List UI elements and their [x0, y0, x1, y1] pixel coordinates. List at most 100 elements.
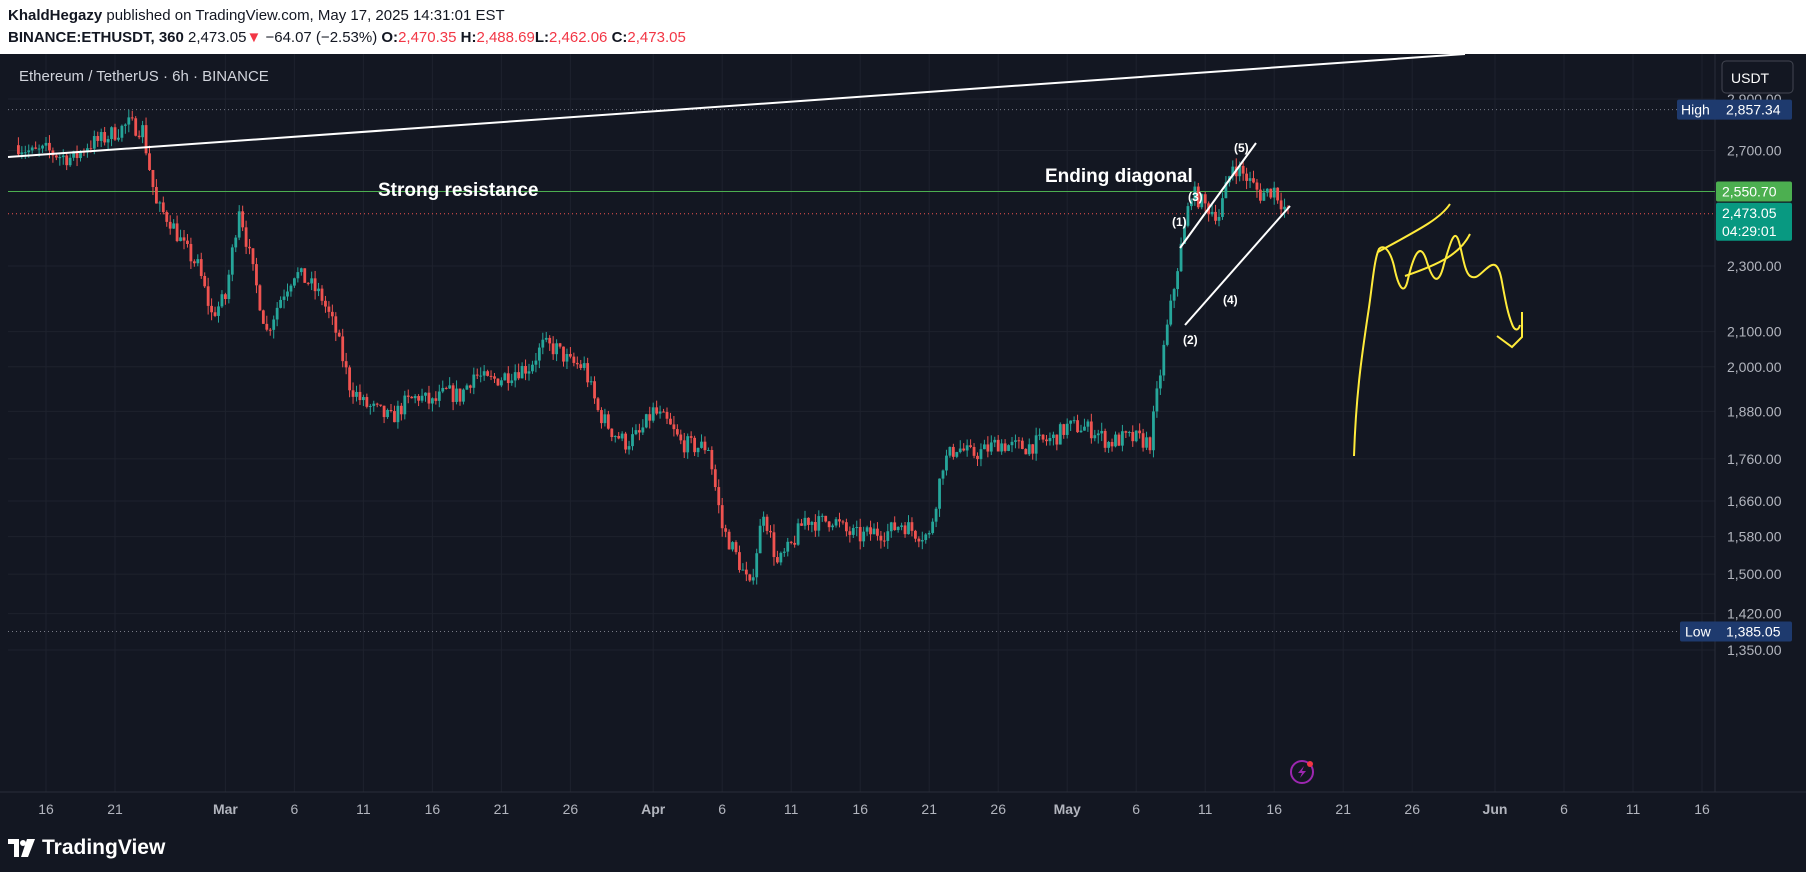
projection-drawing[interactable] — [1353, 234, 1521, 457]
long-trendline[interactable] — [7, 53, 1466, 158]
candle-body — [403, 395, 407, 415]
candle-body — [431, 398, 434, 404]
candle-body — [1014, 440, 1017, 442]
candle-body — [506, 373, 510, 384]
author-name[interactable]: KhaldHegazy — [8, 7, 103, 24]
candle-body — [217, 306, 220, 316]
candle-body — [227, 274, 231, 300]
candle-body — [472, 374, 476, 388]
candle-body — [348, 367, 351, 391]
candle-body — [1179, 243, 1183, 272]
candle-body — [658, 411, 662, 414]
candle-body — [579, 364, 583, 368]
candle-body — [241, 211, 245, 228]
candle-body — [624, 433, 627, 450]
candle-body — [979, 449, 983, 460]
candle-body — [1069, 420, 1073, 424]
lightning-circle[interactable] — [1290, 760, 1314, 784]
price-axis[interactable]: 1,350.00 1,420.00 1,500.00 1,580.00 1,660.00… — [1727, 91, 1782, 658]
candle-body — [1003, 443, 1007, 451]
candle-body — [569, 354, 572, 357]
candle-body — [1269, 188, 1273, 198]
candle-body — [510, 380, 514, 384]
candle-body — [1020, 440, 1024, 449]
candle-body — [130, 117, 134, 119]
candle-body — [672, 424, 676, 430]
projection-arrow[interactable] — [1496, 312, 1523, 349]
wave-2-label[interactable]: (2) — [1183, 333, 1198, 347]
candle-body — [265, 323, 269, 330]
wave-1-label[interactable]: (1) — [1172, 215, 1187, 229]
candles — [17, 109, 1290, 585]
candle-body — [751, 577, 755, 581]
publish-header: KhaldHegazy published on TradingView.com… — [0, 0, 1806, 54]
candle-body — [917, 538, 921, 542]
tradingview-logo[interactable]: TradingView — [8, 836, 165, 860]
candle-body — [610, 428, 614, 438]
resistance-annotation[interactable]: Strong resistance — [378, 180, 539, 201]
publish-line: KhaldHegazy published on TradingView.com… — [8, 7, 505, 24]
candle-body — [876, 528, 879, 536]
candle-body — [86, 148, 89, 153]
candle-body — [803, 517, 807, 526]
wave-5-label[interactable]: (5) — [1234, 141, 1249, 155]
candle-body — [1231, 166, 1235, 177]
candle-body — [741, 569, 745, 571]
candle-body — [1096, 433, 1100, 436]
price-tick-label: 2,300.00 — [1727, 258, 1782, 274]
candle-body — [54, 155, 58, 158]
candle-body — [158, 202, 162, 204]
candle-body — [1052, 434, 1055, 439]
diagonal-upper-line[interactable] — [1179, 142, 1257, 249]
candle-body — [651, 407, 655, 421]
low-value: 2,462.06 — [549, 29, 608, 46]
currency-button[interactable]: USDT — [1721, 60, 1794, 94]
candle-body — [1165, 324, 1169, 345]
candle-body — [589, 381, 593, 383]
candle-body — [910, 522, 914, 531]
candle-body — [524, 365, 527, 374]
candle-body — [1148, 437, 1152, 451]
triangle-drawing[interactable] — [1377, 203, 1471, 277]
high-value-tag — [1722, 99, 1792, 120]
candle-body — [441, 387, 445, 392]
wave-4-label[interactable]: (4) — [1223, 293, 1238, 307]
candle-body — [420, 395, 424, 401]
diagonal-annotation[interactable]: Ending diagonal — [1045, 166, 1193, 187]
candle-body — [1110, 441, 1114, 447]
candle-body — [123, 124, 127, 126]
candle-body — [1100, 430, 1104, 434]
currency-button-frame[interactable] — [1721, 60, 1794, 94]
diagonal-lower-line[interactable] — [1184, 205, 1291, 326]
candle-body — [1203, 194, 1207, 204]
currency-button-label[interactable]: USDT — [1731, 70, 1770, 86]
candle-body — [1138, 430, 1142, 434]
time-axis[interactable]: 16 21 Mar 6 11 16 21 26 Apr 6 11 16 21 26 May 6 11 16 21 26… — [38, 801, 1710, 817]
chart-panel[interactable]: Strong resistance Ending diagonal (1) (2… — [0, 53, 1806, 826]
candle-body — [544, 337, 548, 340]
candle-body — [151, 169, 155, 188]
tradingview-wordmark: TradingView — [42, 836, 166, 859]
candle-body — [1107, 441, 1110, 448]
time-tick-label: 6 — [1132, 801, 1140, 817]
time-tick-label: May — [1054, 801, 1081, 817]
candle-body — [831, 525, 834, 528]
candle-body — [455, 388, 458, 402]
candle-body — [562, 346, 565, 362]
chart-legend[interactable]: Ethereum / TetherUS · 6h · BINANCE — [19, 68, 269, 85]
candle-body — [924, 534, 928, 541]
candle-body — [644, 414, 648, 428]
price-chart[interactable]: Strong resistance Ending diagonal (1) (2… — [0, 53, 1806, 826]
candle-body — [1196, 186, 1200, 208]
lightning-bolt[interactable] — [1298, 766, 1306, 778]
current-price-tag — [1716, 202, 1792, 241]
candle-body — [1252, 178, 1255, 183]
candle-body — [938, 478, 941, 509]
wave-3-label[interactable]: (3) — [1188, 190, 1203, 204]
candle-body — [17, 145, 20, 155]
current-price-label: 2,473.05 — [1722, 205, 1777, 221]
candle-body — [941, 470, 945, 479]
lightning-icon[interactable] — [1290, 760, 1314, 784]
candle-body — [1000, 443, 1004, 452]
alert-dot — [1307, 761, 1313, 767]
